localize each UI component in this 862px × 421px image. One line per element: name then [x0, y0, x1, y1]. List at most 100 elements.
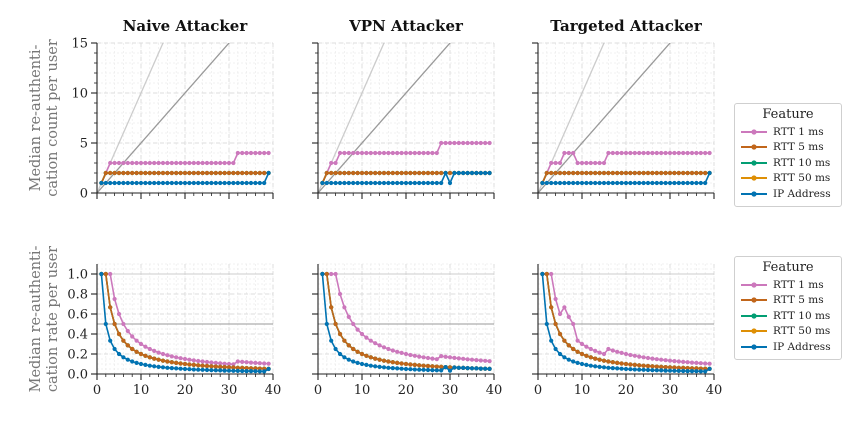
data-point	[703, 361, 708, 366]
x-tick-label: 0	[93, 383, 101, 398]
data-point	[248, 170, 254, 176]
data-point	[425, 363, 431, 369]
legend-swatch-rtt50	[741, 328, 767, 334]
y-tick-label: 0.0	[67, 368, 88, 383]
data-point	[553, 321, 558, 327]
data-point	[253, 170, 258, 176]
data-point	[439, 140, 444, 146]
data-point	[187, 170, 192, 176]
data-point	[235, 170, 240, 176]
data-point	[368, 338, 373, 343]
data-point	[156, 170, 161, 176]
legend-label: RTT 5 ms	[773, 141, 824, 154]
data-point	[346, 343, 351, 348]
data-point	[368, 180, 373, 186]
data-point	[619, 180, 624, 186]
data-point	[632, 170, 637, 176]
data-point	[623, 366, 629, 372]
data-point	[667, 358, 673, 363]
data-point	[377, 343, 382, 348]
data-point	[478, 140, 483, 146]
legend-swatch-ip	[741, 191, 767, 197]
data-point	[469, 357, 475, 362]
data-point	[447, 140, 453, 146]
data-point	[103, 170, 108, 176]
data-point	[112, 321, 117, 327]
data-point	[417, 363, 422, 368]
data-point	[597, 170, 602, 176]
data-point	[381, 150, 387, 156]
data-point	[439, 354, 444, 359]
data-point	[553, 160, 558, 166]
data-point	[364, 180, 369, 186]
data-point	[121, 355, 126, 360]
data-point	[421, 150, 426, 156]
data-point	[483, 358, 488, 363]
data-point	[395, 170, 400, 176]
data-point	[698, 361, 703, 366]
data-point	[676, 170, 681, 176]
data-point	[395, 349, 400, 354]
data-point	[178, 160, 183, 166]
data-point	[235, 180, 240, 186]
data-point	[421, 355, 426, 360]
data-point	[456, 170, 461, 176]
data-point	[182, 366, 188, 372]
data-point	[443, 354, 448, 359]
chart-panel-2: Targeted Attacker	[532, 17, 715, 199]
data-point	[152, 170, 157, 176]
data-point	[659, 180, 664, 186]
data-point	[430, 150, 435, 156]
data-point	[698, 180, 703, 186]
y-tick-label: 15	[71, 37, 88, 52]
panel-title: Targeted Attacker	[550, 17, 703, 35]
data-point	[610, 366, 615, 371]
data-point	[329, 305, 334, 310]
data-point	[266, 170, 271, 176]
data-point	[584, 160, 589, 166]
data-point	[196, 367, 201, 372]
data-point	[169, 360, 174, 365]
data-point	[231, 365, 236, 370]
data-point	[483, 170, 488, 176]
data-point	[434, 170, 439, 176]
data-point	[478, 170, 483, 176]
data-point	[421, 180, 426, 186]
data-point	[579, 341, 585, 347]
data-point	[465, 170, 470, 176]
data-point	[641, 367, 646, 372]
data-point	[575, 338, 580, 343]
data-point	[244, 360, 249, 365]
data-point	[368, 170, 373, 176]
data-point	[359, 180, 365, 186]
data-point	[562, 170, 567, 176]
x-tick-label: 0	[314, 383, 322, 398]
data-point	[434, 150, 439, 156]
data-point	[562, 305, 567, 310]
data-point	[694, 369, 699, 374]
data-point	[152, 356, 157, 361]
data-point	[231, 362, 236, 367]
data-point	[351, 180, 356, 186]
data-point	[156, 364, 161, 369]
data-point	[174, 355, 179, 360]
data-point	[469, 366, 475, 371]
data-point	[412, 180, 417, 186]
data-point	[182, 361, 188, 367]
data-point	[637, 367, 642, 372]
data-point	[452, 365, 457, 370]
data-point	[707, 366, 712, 371]
data-point	[169, 180, 174, 186]
data-point	[703, 150, 708, 156]
data-point	[417, 170, 422, 176]
data-point	[253, 360, 258, 365]
data-point	[200, 160, 205, 166]
data-point	[248, 360, 254, 365]
data-point	[571, 180, 576, 186]
data-point	[540, 180, 545, 186]
data-point	[544, 180, 549, 186]
data-point	[138, 160, 144, 166]
data-point	[116, 331, 122, 337]
x-tick-label: 30	[662, 383, 679, 398]
data-point	[443, 170, 448, 176]
